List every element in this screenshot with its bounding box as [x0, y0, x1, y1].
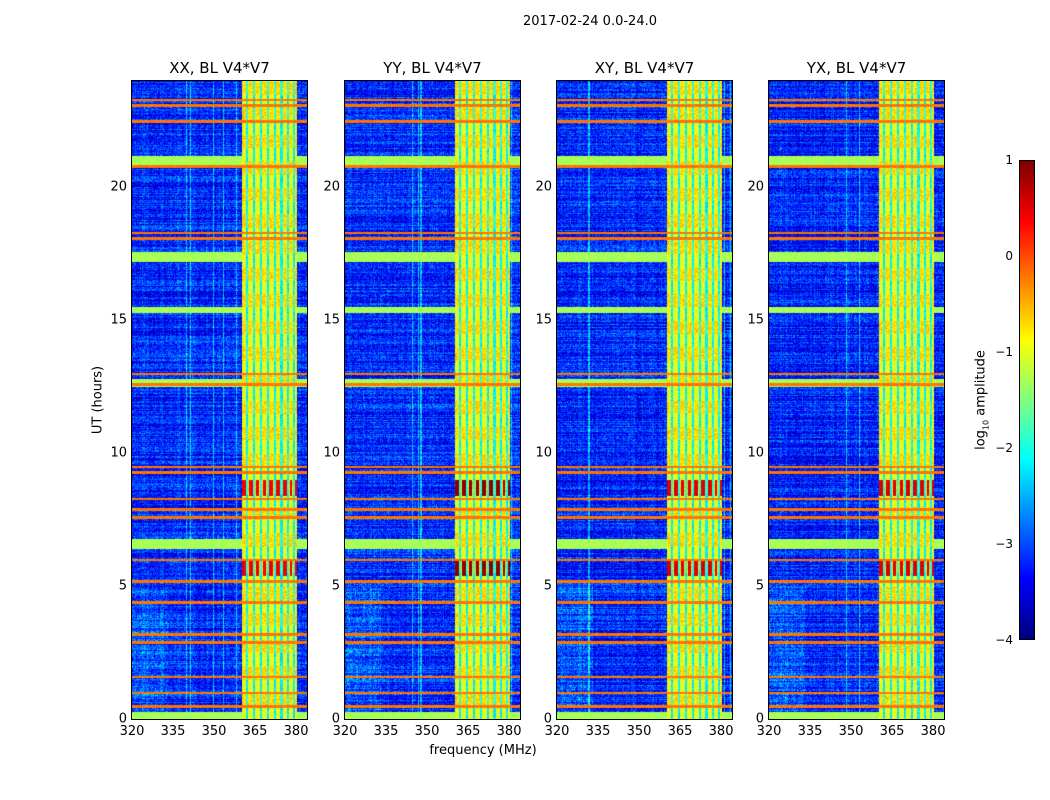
spectrogram-heatmap [132, 81, 307, 719]
y-tick-label: 15 [323, 312, 340, 328]
x-tick-label: 335 [585, 724, 611, 739]
y-tick-label: 10 [535, 445, 552, 461]
panel-title: XY, BL V4*V7 [594, 59, 695, 77]
spectrogram-panel [344, 80, 521, 720]
colorbar-tick-label: −1 [995, 345, 1013, 359]
colorbar-tick-label: 0 [1005, 249, 1013, 263]
x-tick-label: 350 [414, 724, 440, 739]
x-tick-label: 380 [283, 724, 309, 739]
x-tick-label: 380 [708, 724, 734, 739]
colorbar-tick-label: −2 [995, 441, 1013, 455]
y-tick-label: 10 [747, 445, 764, 461]
x-tick-label: 380 [920, 724, 946, 739]
colorbar [1019, 160, 1035, 640]
x-tick-label: 350 [201, 724, 227, 739]
y-tick-label: 5 [543, 578, 552, 594]
spectrogram-heatmap [557, 81, 732, 719]
y-tick-label: 15 [110, 312, 127, 328]
x-tick-label: 320 [332, 724, 358, 739]
y-tick-label: 0 [755, 711, 764, 727]
y-tick-label: 20 [110, 179, 127, 195]
y-tick-label: 20 [323, 179, 340, 195]
panel-title: YX, BL V4*V7 [806, 59, 907, 77]
y-tick-label: 10 [110, 445, 127, 461]
y-tick-label: 20 [535, 179, 552, 195]
spectrogram-heatmap [345, 81, 520, 719]
y-tick-label: 0 [543, 711, 552, 727]
spectrogram-panel [556, 80, 733, 720]
y-tick-label: 0 [118, 711, 127, 727]
x-tick-label: 335 [373, 724, 399, 739]
y-tick-label: 15 [535, 312, 552, 328]
y-tick-label: 15 [747, 312, 764, 328]
x-tick-label: 335 [160, 724, 186, 739]
panel-title: XX, BL V4*V7 [169, 59, 270, 77]
y-tick-label: 5 [118, 578, 127, 594]
y-tick-label: 0 [331, 711, 340, 727]
x-tick-label: 320 [119, 724, 145, 739]
y-tick-label: 5 [331, 578, 340, 594]
y-axis-label: UT (hours) [90, 365, 106, 435]
x-tick-label: 365 [455, 724, 481, 739]
colorbar-tick-label: −3 [995, 537, 1013, 551]
x-tick-label: 335 [797, 724, 823, 739]
y-tick-label: 5 [755, 578, 764, 594]
x-tick-label: 350 [838, 724, 864, 739]
panel-title: YY, BL V4*V7 [383, 59, 482, 77]
y-tick-label: 10 [323, 445, 340, 461]
colorbar-tick-label: 1 [1005, 153, 1013, 167]
x-tick-label: 365 [242, 724, 268, 739]
x-axis-label: frequency (MHz) [429, 743, 537, 758]
x-tick-label: 350 [626, 724, 652, 739]
colorbar-label: log10 amplitude [973, 350, 991, 450]
x-tick-label: 380 [496, 724, 522, 739]
spectrogram-panel [768, 80, 945, 720]
x-tick-label: 365 [879, 724, 905, 739]
x-tick-label: 320 [544, 724, 570, 739]
x-tick-label: 365 [667, 724, 693, 739]
spectrogram-panel [131, 80, 308, 720]
spectrogram-heatmap [769, 81, 944, 719]
figure-title: 2017-02-24 0.0-24.0 [523, 14, 657, 29]
x-tick-label: 320 [756, 724, 782, 739]
colorbar-tick-label: −4 [995, 633, 1013, 647]
y-tick-label: 20 [747, 179, 764, 195]
